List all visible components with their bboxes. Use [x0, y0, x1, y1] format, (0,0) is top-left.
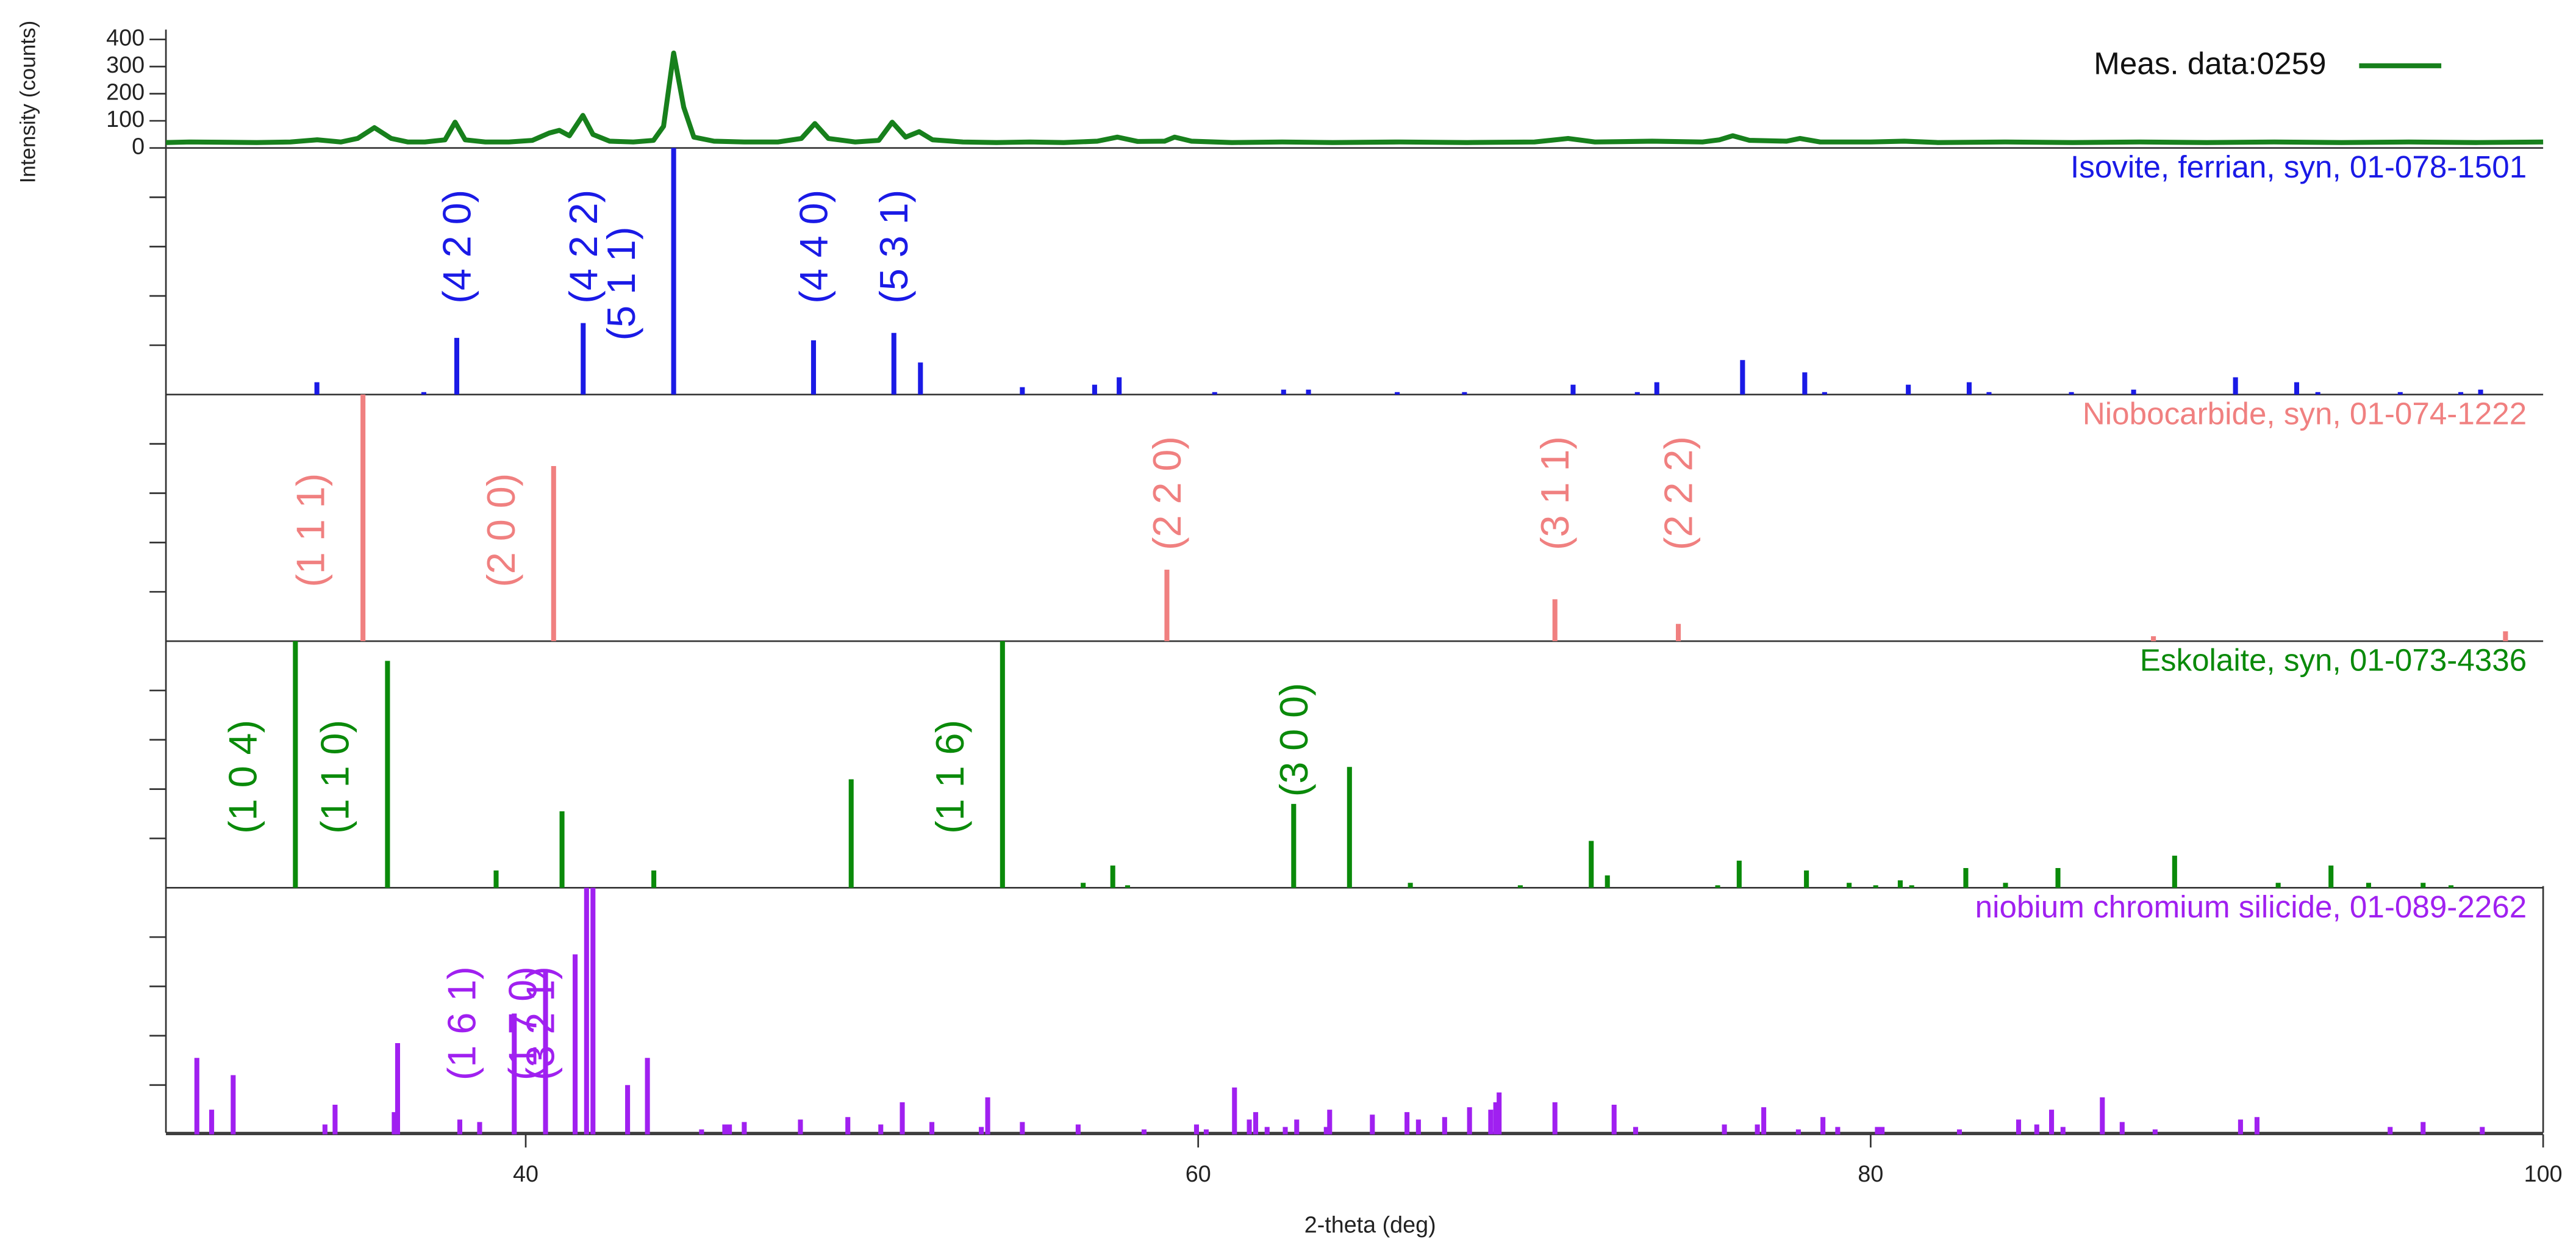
hkl-label: (3 1 1)	[1533, 436, 1577, 550]
hkl-label: (2 2 2)	[1656, 436, 1701, 550]
phase-title: Eskolaite, syn, 01-073-4336	[2140, 643, 2527, 678]
phase-title: Isovite, ferrian, syn, 01-078-1501	[2070, 149, 2527, 184]
phase-title: niobium chromium silicide, 01-089-2262	[1975, 889, 2527, 924]
hkl-label: (2 2 0)	[1145, 436, 1189, 550]
hkl-label: (3 2 1)	[518, 966, 563, 1080]
hkl-label: (5 1 1)	[599, 226, 643, 340]
hkl-label: (4 2 2)	[561, 190, 606, 304]
hkl-label: (1 1 6)	[928, 720, 972, 834]
y-tick-label: 100	[106, 106, 145, 132]
hkl-label: (4 4 0)	[791, 190, 835, 304]
legend-label: Meas. data:0259	[2094, 46, 2326, 81]
hkl-label: (1 6 1)	[440, 966, 484, 1080]
y-tick-label: 300	[106, 52, 145, 77]
hkl-label: (5 3 1)	[871, 190, 916, 304]
hkl-label: (1 1 1)	[288, 473, 332, 587]
hkl-label: (3 0 0)	[1272, 683, 1316, 797]
y-tick-label: 0	[132, 134, 145, 159]
hkl-label: (4 2 0)	[434, 190, 479, 304]
y-tick-label: 200	[106, 79, 145, 105]
hkl-label: (1 0 4)	[221, 720, 265, 834]
x-tick-label: 80	[1858, 1161, 1883, 1186]
y-axis-title: Intensity (counts)	[16, 21, 40, 184]
phase-title: Niobocarbide, syn, 01-074-1222	[2083, 396, 2527, 431]
data-line	[165, 50, 2544, 145]
hkl-label: (1 1 0)	[313, 720, 357, 834]
x-tick-label: 40	[513, 1161, 538, 1186]
hkl-label: (2 0 0)	[479, 473, 523, 587]
y-tick-label: 400	[106, 25, 145, 51]
x-axis-title: 2-theta (deg)	[1304, 1211, 1436, 1237]
hkl-label: (1 7 0)	[500, 966, 545, 1080]
x-tick-label: 60	[1186, 1161, 1211, 1186]
x-tick-label: 100	[2524, 1161, 2563, 1186]
